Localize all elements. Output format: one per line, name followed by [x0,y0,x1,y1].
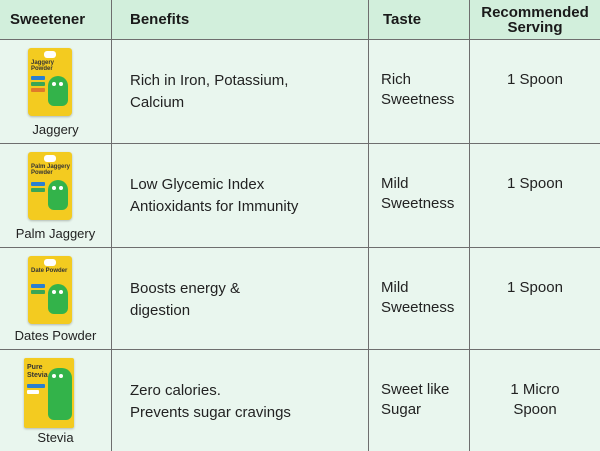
benefits-line: digestion [130,302,191,319]
benefits-text: Low Glycemic Index Antioxidants for Immu… [130,174,360,218]
taste-text: Sweet like Sugar [381,380,469,420]
table-row-palm-jaggery-benefits: Low Glycemic Index Antioxidants for Immu… [112,144,369,248]
header-taste-label: Taste [383,11,422,28]
table-row-dates-powder-serving: 1 Spoon [470,248,600,350]
serving-line: 1 Spoon [507,279,563,296]
benefits-line: Low Glycemic Index [130,176,265,193]
table-row-stevia-sweetener: Pure Stevia Stevia [0,350,112,451]
palm-jaggery-pack-image: Palm Jaggery Powder [28,152,72,220]
mascot-icon [48,284,68,314]
table-row-dates-powder-benefits: Boosts energy & digestion [112,248,369,350]
table-row-stevia-benefits: Zero calories. Prevents sugar cravings [112,350,369,451]
table-row-stevia-taste: Sweet like Sugar [369,350,470,451]
serving-line: 1 Micro [510,381,560,398]
taste-line: Sweetness [381,91,455,108]
sweetener-name: Dates Powder [14,328,97,343]
header-taste: Taste [369,0,470,40]
brand-logo-icon [44,259,56,266]
benefits-line: Boosts energy & [130,280,241,297]
serving-text: 1 Spoon [470,278,600,298]
pack-stripe-icon [31,82,45,86]
serving-text: 1 Spoon [470,174,600,194]
sweetener-name: Jaggery [32,122,79,137]
header-serving-line1: Recommended [481,3,589,21]
mascot-icon [48,368,72,420]
sweetener-name: Stevia [37,430,74,445]
pack-stripe-icon [27,390,39,394]
header-benefits: Benefits [112,0,369,40]
pack-stripe-icon [27,384,45,388]
pack-stripe-icon [31,76,45,80]
serving-line: 1 Spoon [507,175,563,192]
table-row-dates-powder-sweetener: Date Powder Dates Powder [0,248,112,350]
table-row-palm-jaggery-serving: 1 Spoon [470,144,600,248]
table-row-palm-jaggery-taste: Mild Sweetness [369,144,470,248]
serving-line: 1 Spoon [507,71,563,88]
table-row-jaggery-taste: Rich Sweetness [369,40,470,144]
benefits-line: Zero calories. [130,382,221,399]
table-row-jaggery-serving: 1 Spoon [470,40,600,144]
brand-logo-icon [44,155,56,162]
benefits-text: Boosts energy & digestion [130,278,360,322]
header-serving-line2: Serving [507,18,563,36]
table-row-stevia-serving: 1 Micro Spoon [470,350,600,451]
taste-text: Rich Sweetness [381,70,469,110]
table-row-palm-jaggery-sweetener: Palm Jaggery Powder Palm Jaggery [0,144,112,248]
table-row-jaggery-sweetener: Jaggery Powder Jaggery [0,40,112,144]
benefits-line: Prevents sugar cravings [130,404,291,421]
taste-line: Sweetness [381,195,455,212]
pack-stripe-icon [31,88,45,92]
taste-line: Sugar [381,401,422,418]
pack-label: Date Powder [31,268,68,274]
table-row-jaggery-benefits: Rich in Iron, Potassium, Calcium [112,40,369,144]
taste-line: Sweetness [381,299,455,316]
jaggery-pack-image: Jaggery Powder [28,48,72,116]
mascot-icon [48,76,68,106]
taste-line: Mild [381,279,409,296]
serving-line: Spoon [513,401,557,418]
pack-label: Jaggery Powder [31,60,55,72]
taste-line: Rich [381,71,412,88]
brand-logo-icon [44,51,56,58]
pack-label: Palm Jaggery Powder [31,164,71,176]
table-row-dates-powder-taste: Mild Sweetness [369,248,470,350]
dates-powder-pack-image: Date Powder [28,256,72,324]
pack-stripe-icon [31,188,45,192]
benefits-text: Rich in Iron, Potassium, Calcium [130,70,360,114]
sweetener-name: Palm Jaggery [15,226,96,241]
taste-text: Mild Sweetness [381,174,469,214]
pack-stripe-icon [31,290,45,294]
taste-text: Mild Sweetness [381,278,469,318]
header-sweetener-label: Sweetener [10,11,86,28]
benefits-line: Antioxidants for Immunity [130,198,299,215]
stevia-pack-image: Pure Stevia [24,358,74,428]
benefits-line: Calcium [130,94,185,111]
pack-stripe-icon [31,182,45,186]
header-benefits-label: Benefits [130,11,190,28]
benefits-line: Rich in Iron, Potassium, [130,72,289,89]
serving-text: 1 Spoon [470,70,600,90]
taste-line: Sweet like [381,381,450,398]
pack-label: Pure Stevia [27,364,48,379]
taste-line: Mild [381,175,409,192]
header-serving: Recommended Serving [470,0,600,40]
serving-text: 1 Micro Spoon [470,380,600,420]
header-sweetener: Sweetener [0,0,112,40]
mascot-icon [48,180,68,210]
benefits-text: Zero calories. Prevents sugar cravings [130,380,360,424]
pack-stripe-icon [31,284,45,288]
